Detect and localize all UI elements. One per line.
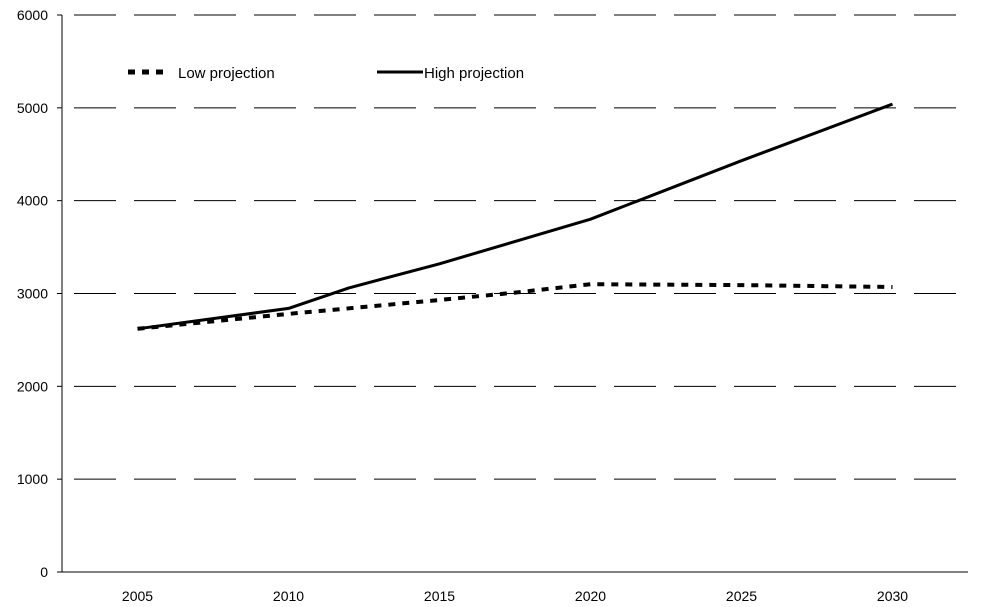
- high-projection-line: [137, 102, 894, 331]
- y-tick-label: 4000: [17, 193, 48, 209]
- legend: Low projection High projection: [128, 65, 524, 82]
- x-tick-label: 2010: [273, 588, 304, 604]
- x-tick-label: 2020: [575, 588, 606, 604]
- y-tick-label: 3000: [17, 286, 48, 302]
- x-tick-label: 2030: [877, 588, 908, 604]
- gridlines: [62, 14, 968, 480]
- low-projection-line: [137, 282, 893, 331]
- x-tick-label: 2025: [726, 588, 757, 604]
- legend-label-high: High projection: [424, 65, 524, 82]
- x-tick-label: 2015: [424, 588, 455, 604]
- tick-labels: 0 1000 2000 3000 4000 5000 6000 2005 2010 2015 202…: [17, 7, 908, 604]
- y-tick-label: 2000: [17, 378, 48, 394]
- axes: [57, 14, 968, 573]
- x-tick-label: 2005: [122, 588, 153, 604]
- y-tick-label: 0: [40, 564, 48, 580]
- series-lines: [137, 102, 894, 331]
- y-tick-label: 6000: [17, 7, 48, 23]
- legend-label-low: Low projection: [178, 65, 275, 82]
- y-tick-label: 1000: [17, 471, 48, 487]
- y-tick-label: 5000: [17, 100, 48, 116]
